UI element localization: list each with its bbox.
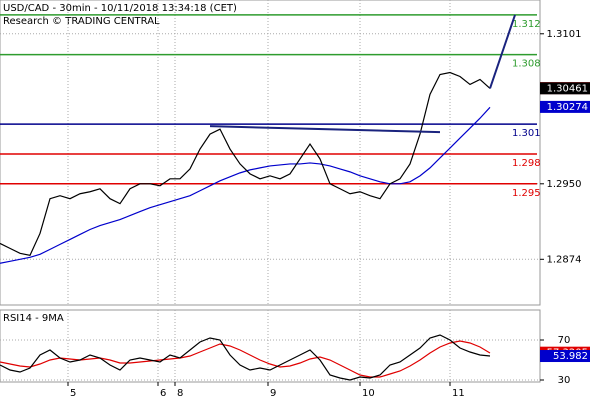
rsi-title: RSI14 - 9MA: [3, 313, 64, 324]
series-line: [0, 334, 491, 381]
x-tick-label: 9: [270, 388, 276, 399]
price-tag: [540, 82, 590, 95]
y-tick-label: 1.3101: [547, 29, 582, 40]
trend-line: [489, 14, 516, 89]
price-tag-label: 53.982: [553, 351, 588, 362]
x-tick-label: 6: [160, 388, 166, 399]
price-panel: [0, 0, 541, 306]
y-tick-label: 1.2950: [547, 179, 582, 190]
level-label: 1.295: [512, 188, 541, 199]
chart-subtitle: Research © TRADING CENTRAL: [3, 16, 160, 27]
level-label: 1.301: [512, 128, 541, 139]
level-label: 1.308: [512, 59, 541, 70]
price-tag-label: 1.30274: [547, 102, 588, 113]
x-tick-label: 11: [452, 388, 465, 399]
price-tag: [540, 350, 590, 363]
series-line: [0, 71, 491, 257]
x-tick-label: 10: [362, 388, 375, 399]
chart-title: USD/CAD - 30min - 10/11/2018 13:34:18 (C…: [3, 3, 237, 14]
trend-line: [209, 125, 441, 134]
level-label: 1.298: [512, 158, 541, 169]
rsi-panel: [0, 309, 541, 383]
price-tag: [540, 100, 590, 113]
x-tick-label: 5: [70, 388, 76, 399]
y-tick-label: 1.2874: [547, 254, 582, 265]
y-tick-label: 30: [558, 375, 571, 386]
x-tick-label: 8: [177, 388, 183, 399]
price-tag-label: 1.30461: [547, 83, 588, 94]
level-label: 1.312: [512, 19, 541, 30]
y-tick-label: 70: [558, 335, 571, 346]
series-line: [0, 106, 491, 264]
